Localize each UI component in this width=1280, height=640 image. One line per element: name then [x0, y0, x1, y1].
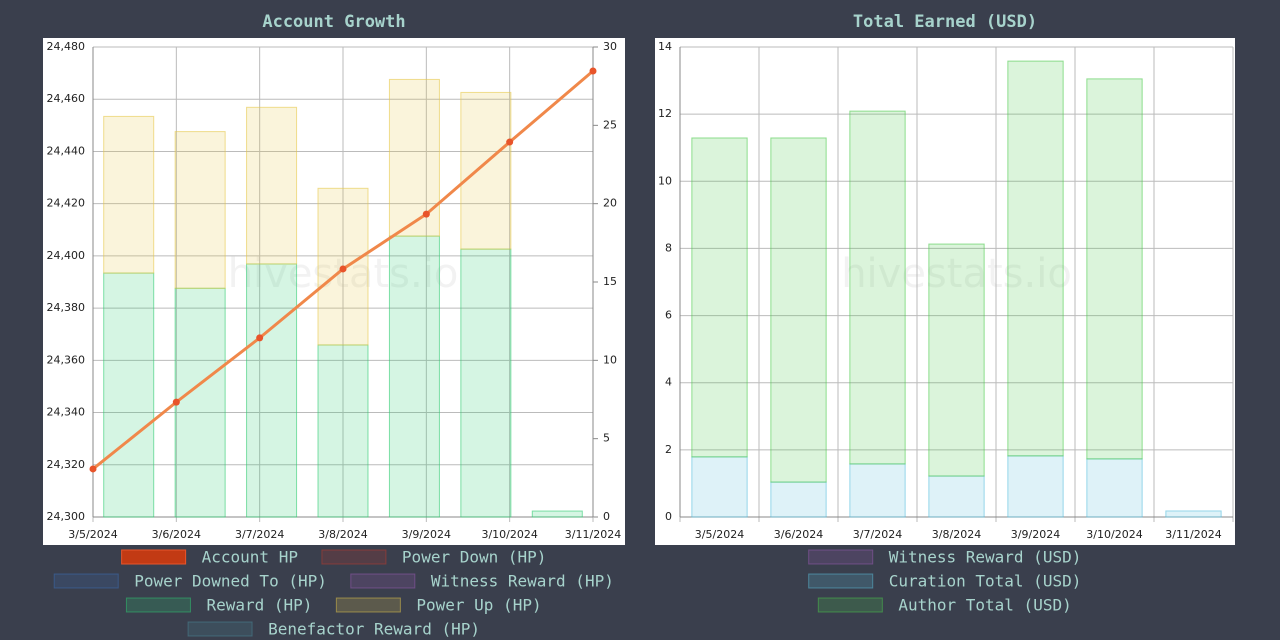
- point: [339, 265, 347, 273]
- bar: [317, 344, 369, 518]
- legend-label: Witness Reward (HP): [431, 572, 614, 591]
- bar: [1086, 458, 1143, 518]
- y-tick-label: 24,480: [47, 40, 86, 53]
- x-tick-label: 3/9/2024: [1011, 528, 1060, 541]
- y-tick-label: 12: [658, 107, 672, 120]
- y2-tick-label: 15: [603, 275, 617, 288]
- y-tick-label: 8: [665, 241, 672, 254]
- x-tick-label: 3/8/2024: [932, 528, 981, 541]
- y2-tick-label: 10: [603, 353, 617, 366]
- x-tick-label: 3/8/2024: [318, 528, 367, 541]
- bar: [770, 137, 827, 483]
- watermark: hivestats.io: [841, 251, 1072, 297]
- bar: [849, 110, 906, 465]
- legend-swatch: [187, 621, 253, 637]
- legend-label: Author Total (USD): [898, 596, 1071, 615]
- bar: [246, 106, 298, 265]
- x-tick-label: 3/6/2024: [774, 528, 823, 541]
- legend-label: Power Up (HP): [416, 596, 541, 615]
- bar: [174, 131, 226, 289]
- bar: [174, 287, 226, 518]
- x-tick-label: 3/11/2024: [1165, 528, 1221, 541]
- y-tick-label: 24,400: [47, 249, 86, 262]
- bar: [691, 456, 748, 518]
- point: [589, 67, 597, 75]
- bar: [103, 115, 155, 274]
- bar: [246, 263, 298, 518]
- point: [422, 210, 430, 218]
- bar: [1086, 78, 1143, 460]
- legend-swatch: [350, 573, 416, 589]
- legend-swatch: [335, 597, 401, 613]
- bar: [691, 137, 748, 458]
- y2-tick-label: 20: [603, 197, 617, 210]
- legend-swatch: [125, 597, 191, 613]
- y-tick-label: 24,300: [47, 510, 86, 523]
- bar: [928, 475, 985, 518]
- legend-label: Power Downed To (HP): [134, 572, 327, 591]
- y2-tick-label: 0: [603, 510, 610, 523]
- point: [256, 334, 264, 342]
- legend-label: Witness Reward (USD): [889, 548, 1082, 567]
- point: [89, 465, 97, 473]
- x-tick-label: 3/7/2024: [853, 528, 902, 541]
- legend-swatch: [53, 573, 119, 589]
- y2-tick-label: 5: [603, 432, 610, 445]
- x-tick-label: 3/9/2024: [402, 528, 451, 541]
- y-tick-label: 24,440: [47, 144, 86, 157]
- point: [172, 398, 180, 406]
- y-tick-label: 24,420: [47, 197, 86, 210]
- y-tick-label: 6: [665, 309, 672, 322]
- x-tick-label: 3/10/2024: [481, 528, 537, 541]
- bar: [460, 91, 512, 250]
- legend-label: Power Down (HP): [402, 548, 547, 567]
- legend-swatch: [321, 549, 387, 565]
- legend-label: Account HP: [202, 548, 298, 567]
- bar: [388, 235, 440, 518]
- x-tick-label: 3/5/2024: [68, 528, 117, 541]
- chart-panel: [43, 38, 625, 545]
- legend-label: Benefactor Reward (HP): [268, 620, 480, 639]
- bar: [103, 272, 155, 518]
- x-tick-label: 3/5/2024: [695, 528, 744, 541]
- bar: [531, 510, 583, 518]
- y-tick-label: 14: [658, 40, 672, 53]
- point: [506, 138, 514, 146]
- legend-swatch: [121, 549, 187, 565]
- chart-title: Account Growth: [262, 12, 405, 32]
- y-tick-label: 24,380: [47, 301, 86, 314]
- legend-swatch: [808, 573, 874, 589]
- y-tick-label: 24,340: [47, 406, 86, 419]
- bar: [388, 78, 440, 237]
- y-tick-label: 2: [665, 443, 672, 456]
- legend-swatch: [817, 597, 883, 613]
- y-tick-label: 24,460: [47, 92, 86, 105]
- x-tick-label: 3/7/2024: [235, 528, 284, 541]
- bar: [460, 248, 512, 518]
- chart-title: Total Earned (USD): [853, 12, 1037, 32]
- bar: [1007, 455, 1064, 518]
- bar: [1007, 60, 1064, 457]
- y-tick-label: 0: [665, 510, 672, 523]
- legend-label: Curation Total (USD): [889, 572, 1082, 591]
- chart-panel: [655, 38, 1235, 545]
- legend-label: Reward (HP): [206, 596, 312, 615]
- bar: [770, 481, 827, 518]
- y-tick-label: 24,320: [47, 458, 86, 471]
- y-tick-label: 24,360: [47, 353, 86, 366]
- x-tick-label: 3/11/2024: [565, 528, 621, 541]
- bar: [1165, 510, 1222, 518]
- y2-tick-label: 30: [603, 40, 617, 53]
- y-tick-label: 10: [658, 174, 672, 187]
- y-tick-label: 4: [665, 376, 672, 389]
- x-tick-label: 3/10/2024: [1086, 528, 1142, 541]
- x-tick-label: 3/6/2024: [152, 528, 201, 541]
- y2-tick-label: 25: [603, 118, 617, 131]
- bar: [849, 463, 906, 518]
- bar: [928, 243, 985, 477]
- legend-swatch: [808, 549, 874, 565]
